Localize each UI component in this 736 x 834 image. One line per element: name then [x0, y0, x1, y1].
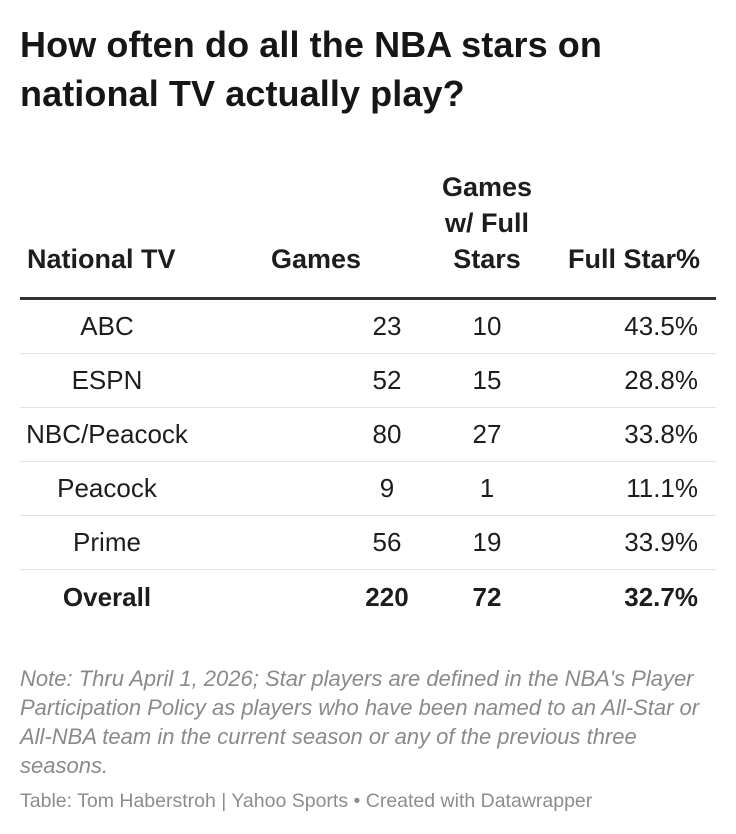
cell-full-star-games: 72 [472, 581, 502, 612]
cell-games: 52 [372, 365, 402, 395]
cell-full-star-pct: 43.5% [624, 311, 698, 341]
table-row: NBC/Peacock 80 27 33.8% [20, 408, 716, 462]
cell-full-star-pct: 28.8% [624, 365, 698, 395]
cell-network: Peacock [57, 473, 157, 503]
cell-games: 9 [379, 473, 395, 503]
cell-games: 23 [372, 311, 402, 341]
cell-full-star-pct: 33.8% [624, 419, 698, 449]
cell-network: NBC/Peacock [26, 419, 188, 449]
table-row: ABC 23 10 43.5% [20, 300, 716, 354]
table-header: National TV Games Games w/ Full Stars Fu… [20, 172, 716, 300]
header-full-star-pct[interactable]: Full Star% [567, 244, 700, 274]
header-games[interactable]: Games [270, 244, 361, 274]
cell-network: Overall [62, 581, 152, 612]
table-total-row: Overall 220 72 32.7% [20, 570, 716, 624]
header-national-tv[interactable]: National TV [27, 244, 176, 274]
table-row: ESPN 52 15 28.8% [20, 354, 716, 408]
cell-network: Prime [73, 527, 141, 557]
table-row: Prime 56 19 33.9% [20, 516, 716, 570]
header-games-full-stars[interactable]: Games w/ Full Stars [441, 172, 533, 274]
cell-full-star-games: 10 [472, 311, 502, 341]
table-body: ABC 23 10 43.5% ESPN 52 15 28.8% NBC/Peacock 80 27… [20, 300, 716, 624]
cell-full-star-games: 1 [479, 473, 495, 503]
cell-games: 220 [365, 581, 409, 612]
cell-games: 80 [372, 419, 402, 449]
cell-network: ESPN [71, 365, 143, 395]
cell-network: ABC [80, 311, 134, 341]
cell-full-star-pct: 32.7% [624, 581, 698, 612]
source-credit: Table: Tom Haberstroh | Yahoo Sports • C… [20, 790, 593, 812]
table-row: Peacock 9 1 11.1% [20, 462, 716, 516]
footnote: Note: Thru April 1, 2026; Star players a… [20, 666, 700, 778]
cell-games: 56 [372, 527, 402, 557]
cell-full-star-pct: 11.1% [626, 473, 698, 503]
cell-full-star-games: 27 [472, 419, 502, 449]
cell-full-star-pct: 33.9% [624, 527, 698, 557]
data-table: National TV Games Games w/ Full Stars Fu… [20, 172, 716, 624]
cell-full-star-games: 19 [472, 527, 502, 557]
chart-title: How often do all the NBA stars on nation… [20, 24, 602, 114]
cell-full-star-games: 15 [472, 365, 502, 395]
